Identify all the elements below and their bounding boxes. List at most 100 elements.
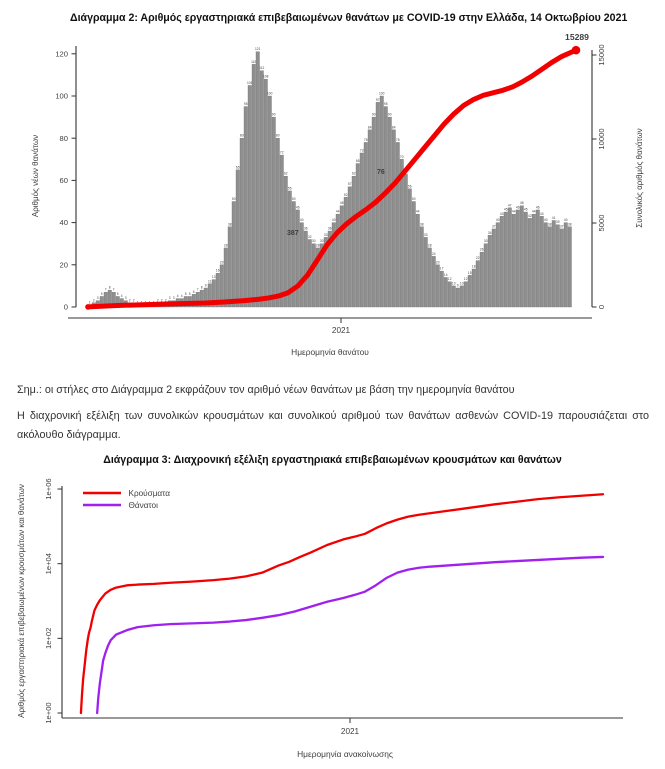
bar-value-label: 16: [216, 269, 220, 273]
death-bar: [267, 95, 272, 308]
cumulative-deaths-line: [85, 47, 579, 310]
death-bar: [255, 51, 260, 308]
bar-value-label: 5: [189, 292, 191, 296]
death-bar: [511, 213, 516, 308]
death-bar: [451, 285, 456, 308]
bar-value-label: 57: [348, 182, 352, 186]
death-bar: [291, 201, 296, 308]
death-bar: [251, 64, 256, 308]
bar-value-label: 8: [201, 286, 203, 290]
death-bar: [399, 159, 404, 308]
bar-value-label: 39: [556, 220, 560, 224]
death-bar: [467, 275, 472, 308]
bar-value-label: 28: [224, 243, 228, 247]
bar-value-label: 2: [165, 298, 167, 302]
death-bar: [315, 247, 320, 308]
bar-value-label: 38: [568, 222, 572, 226]
death-bar: [487, 235, 492, 308]
death-bar: [403, 173, 408, 308]
death-bar: [227, 226, 232, 308]
left-axis-title: Αριθμός νέων θανάτων: [31, 135, 40, 217]
bar-value-label: 2: [157, 298, 159, 302]
bar-value-label: 100: [379, 92, 385, 96]
death-bar: [195, 292, 200, 308]
death-bar: [555, 224, 560, 308]
y-tick-label: 1e+02: [44, 628, 53, 649]
death-bar: [295, 209, 300, 308]
bar-value-label: 52: [344, 193, 348, 197]
y-tick-label: 1e+00: [44, 702, 53, 723]
bar-value-label: 8: [109, 286, 111, 290]
bar-value-label: 9: [457, 284, 459, 288]
bar-value-label: 24: [432, 252, 436, 256]
cumulative-annotation: 387: [287, 230, 299, 237]
bar-value-label: 73: [360, 148, 364, 152]
bar-value-label: 33: [324, 233, 328, 237]
bar-value-label: 50: [412, 197, 416, 201]
death-bar: [263, 78, 268, 308]
death-bar: [567, 226, 572, 308]
bar-value-label: 44: [512, 210, 516, 214]
bar-value-label: 28: [316, 243, 320, 247]
bar-value-label: 9: [205, 284, 207, 288]
bar-value-label: 5: [185, 292, 187, 296]
death-bar: [563, 222, 568, 308]
bar-value-label: 112: [259, 66, 264, 70]
bar-value-label: 38: [420, 222, 424, 226]
bar-value-label: 2: [161, 298, 163, 302]
bar-value-label: 40: [544, 218, 548, 222]
death-bar: [515, 209, 520, 308]
death-bar: [447, 281, 452, 308]
bar-value-label: 95: [244, 102, 248, 106]
bar-value-label: 36: [328, 227, 332, 231]
death-bar: [519, 205, 524, 308]
bar-value-label: 95: [384, 102, 388, 106]
left-tick-label: 80: [60, 134, 68, 143]
x-axis-title: Ημερομηνία θανάτου: [291, 347, 369, 357]
bar-value-label: 5: [117, 292, 119, 296]
death-bar: [539, 216, 544, 308]
bar-value-label: 80: [240, 134, 244, 138]
bar-value-label: 4: [181, 294, 183, 298]
death-bar: [383, 106, 388, 308]
left-tick-label: 40: [60, 218, 68, 227]
death-bar: [343, 197, 348, 308]
death-bar: [499, 216, 504, 308]
bar-value-label: 36: [304, 227, 308, 231]
bar-value-label: 1: [89, 300, 91, 304]
bar-value-label: 3: [173, 296, 175, 300]
bar-value-label: 44: [532, 210, 536, 214]
death-bar: [371, 116, 376, 308]
death-bar: [271, 116, 276, 308]
bar-value-label: 1: [137, 300, 139, 304]
death-bar: [239, 138, 244, 308]
death-bar: [351, 176, 356, 308]
death-bar: [219, 264, 224, 308]
death-bar: [471, 268, 476, 308]
death-bar: [215, 273, 220, 308]
y-tick-label: 1e+04: [44, 553, 53, 574]
death-bar: [191, 294, 196, 308]
cumulative-annotation: 76: [377, 169, 385, 176]
bar-value-label: 32: [308, 235, 312, 239]
bar-value-label: 55: [288, 186, 292, 190]
line-start-point: [85, 304, 91, 310]
bar-value-label: 17: [440, 267, 444, 271]
death-bar: [347, 186, 352, 308]
bar-value-label: 30: [320, 239, 324, 243]
bar-value-label: 13: [212, 275, 216, 279]
bar-value-label: 2: [133, 298, 135, 302]
bar-value-label: 5: [101, 292, 103, 296]
bar-value-label: 4: [121, 294, 123, 298]
bar-value-label: 78: [396, 138, 400, 142]
left-tick-label: 60: [60, 176, 68, 185]
bar-value-label: 40: [496, 218, 500, 222]
total-deaths-annotation: 15289: [565, 32, 589, 42]
death-bar: [523, 211, 528, 308]
bar-value-label: 80: [276, 134, 280, 138]
series-line-cases: [79, 493, 605, 715]
death-bar: [411, 201, 416, 308]
death-bar: [483, 243, 488, 308]
bar-value-label: 10: [452, 281, 456, 285]
y-axis-title: Αριθμός εργαστηριακά επιβεβαιωμένων κρου…: [17, 484, 26, 718]
